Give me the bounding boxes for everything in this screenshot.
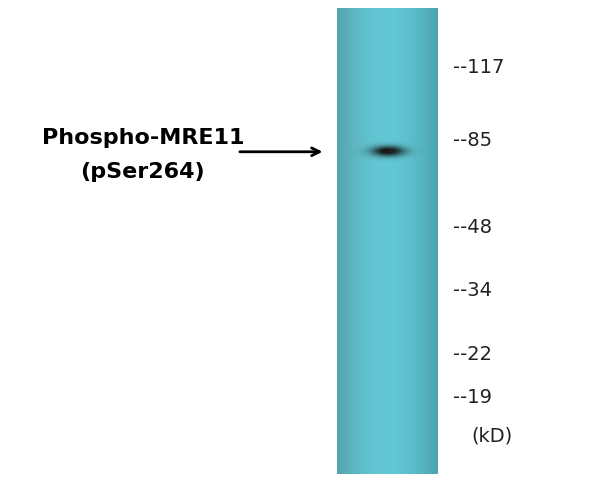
Text: Phospho-MRE11: Phospho-MRE11	[41, 128, 244, 148]
Text: --34: --34	[453, 281, 492, 300]
Text: --85: --85	[453, 131, 492, 150]
Text: --22: --22	[453, 344, 492, 363]
Text: --117: --117	[453, 58, 504, 77]
Text: --48: --48	[453, 218, 492, 237]
Text: (pSer264): (pSer264)	[81, 162, 205, 182]
Text: --19: --19	[453, 387, 492, 407]
Text: (kD): (kD)	[471, 426, 513, 445]
